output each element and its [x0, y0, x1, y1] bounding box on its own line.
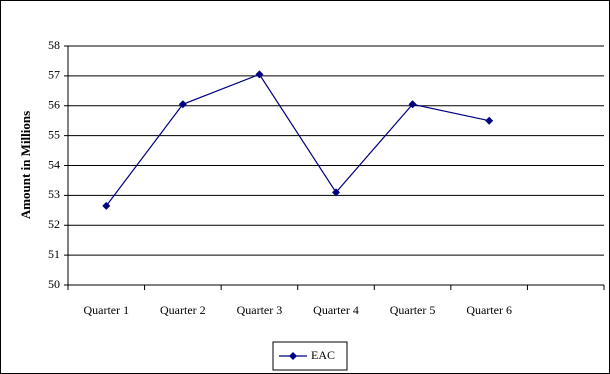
x-tick-label: Quarter 5 — [390, 303, 436, 317]
data-point — [255, 70, 264, 79]
data-point — [178, 100, 187, 109]
data-point — [408, 100, 417, 109]
y-tick-label: 52 — [48, 217, 60, 231]
y-tick-label: 55 — [48, 127, 60, 141]
y-tick-label: 54 — [48, 157, 60, 171]
legend-label: EAC — [311, 348, 335, 362]
y-tick-label: 51 — [48, 247, 60, 261]
series-line — [105, 73, 490, 207]
y-tick-label: 56 — [48, 98, 60, 112]
x-tick-label: Quarter 6 — [466, 303, 512, 317]
y-tick-label: 58 — [48, 38, 60, 52]
x-tick-label: Quarter 2 — [160, 303, 206, 317]
data-point — [102, 201, 111, 210]
data-point — [485, 116, 494, 125]
legend-marker — [289, 352, 297, 360]
x-tick-label: Quarter 1 — [83, 303, 129, 317]
y-axis-label: Amount in Millions — [18, 111, 33, 219]
y-tick-label: 57 — [48, 68, 60, 82]
data-point — [332, 188, 340, 197]
x-tick-label: Quarter 3 — [237, 303, 283, 317]
y-tick-label: 53 — [48, 187, 60, 201]
x-tick-label: Quarter 4 — [313, 303, 359, 317]
y-tick-label: 50 — [48, 277, 60, 291]
